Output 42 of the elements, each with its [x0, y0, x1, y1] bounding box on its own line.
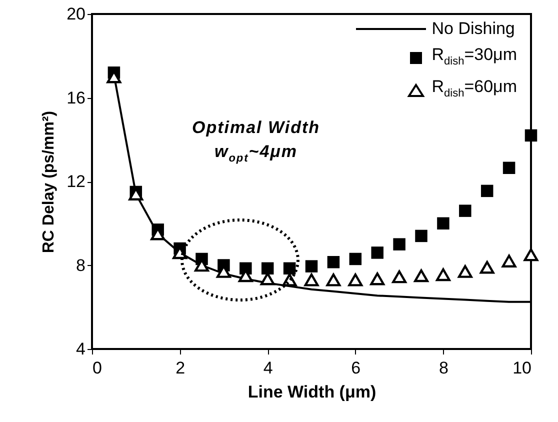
point	[305, 260, 318, 272]
point	[458, 265, 472, 278]
annotation: w$_{opt}$~4μm	[213, 142, 299, 164]
x-tick-label: 0	[92, 358, 102, 378]
x-tick-label: 6	[351, 358, 361, 378]
point	[371, 246, 384, 259]
x-axis-title: Line Width (μm)	[248, 382, 376, 402]
point	[524, 129, 538, 142]
point	[393, 238, 406, 250]
y-tick-label: 12	[66, 172, 86, 191]
point	[304, 274, 319, 286]
point	[261, 262, 274, 275]
point	[415, 230, 428, 242]
legend-label: No Dishing	[432, 18, 515, 40]
legend-label: R$_{dish}$=30μm	[432, 44, 517, 70]
y-tick-label: 8	[76, 256, 86, 275]
point	[348, 274, 363, 286]
y-axis-title: RC Delay (ps/mm²)	[40, 110, 58, 254]
point	[349, 252, 362, 266]
point	[502, 162, 516, 174]
y-tick-label: 4	[76, 340, 86, 358]
x-tick-label: 8	[438, 358, 448, 378]
x-tick-label: 10	[512, 358, 532, 378]
point	[326, 274, 341, 286]
point	[283, 262, 296, 275]
point	[392, 270, 407, 284]
point	[524, 248, 538, 262]
point	[370, 272, 385, 286]
legend-label: R$_{dish}$=60μm	[432, 76, 517, 102]
point	[480, 260, 494, 274]
point	[437, 217, 450, 230]
point	[436, 268, 450, 282]
point	[502, 254, 516, 268]
x-tick-label: 2	[176, 358, 186, 378]
y-tick-label: 16	[66, 88, 86, 108]
annotation: Optimal Width	[190, 118, 322, 138]
point	[414, 269, 428, 282]
point	[459, 204, 472, 217]
point	[480, 184, 494, 198]
point	[327, 256, 340, 268]
x-tick-label: 4	[263, 358, 273, 378]
y-tick-label: 20	[66, 4, 86, 24]
